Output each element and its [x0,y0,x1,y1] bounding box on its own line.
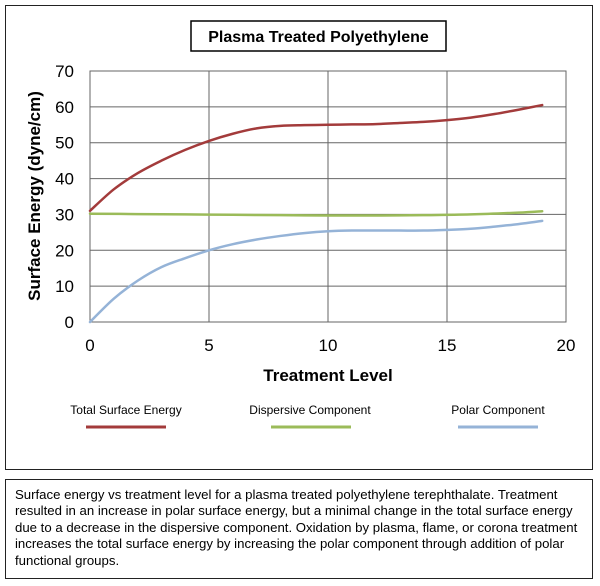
y-tick-label: 40 [55,170,74,189]
chart: Plasma Treated Polyethylene 0 5 10 15 20 0 10 2… [25,20,575,429]
tick-labels: 0 5 10 15 20 0 10 20 30 40 50 60 70 [55,62,575,355]
caption-text: Surface energy vs treatment level for a … [15,487,578,568]
chart-frame [5,5,593,470]
y-axis-label: Surface Energy (dyne/cm) [25,91,44,301]
legend: Total Surface Energy Dispersive Componen… [70,403,545,429]
y-tick-label: 60 [55,98,74,117]
y-tick-label: 30 [55,205,74,224]
title-box [190,20,447,52]
series-lines [88,103,544,324]
legend-label-dispersive: Dispersive Component [249,403,371,417]
x-tick-label: 0 [85,336,94,355]
series-line-dispersive [88,209,544,217]
y-tick-label: 20 [55,241,74,260]
legend-label-polar: Polar Component [451,403,545,417]
legend-label-total: Total Surface Energy [70,403,181,417]
figure-caption: Surface energy vs treatment level for a … [5,479,593,579]
x-tick-label: 10 [319,336,338,355]
x-tick-label: 15 [438,336,457,355]
x-axis-label: Treatment Level [263,366,392,385]
series-line-total [88,103,544,213]
grid-lines [90,71,566,322]
y-tick-label: 50 [55,134,74,153]
x-tick-label: 5 [204,336,213,355]
series-line-polar [88,219,544,324]
x-tick-label: 20 [557,336,576,355]
y-tick-label: 0 [65,313,74,332]
y-tick-label: 10 [55,277,74,296]
chart-title: Plasma Treated Polyethylene [208,29,429,46]
y-tick-label: 70 [55,62,74,81]
